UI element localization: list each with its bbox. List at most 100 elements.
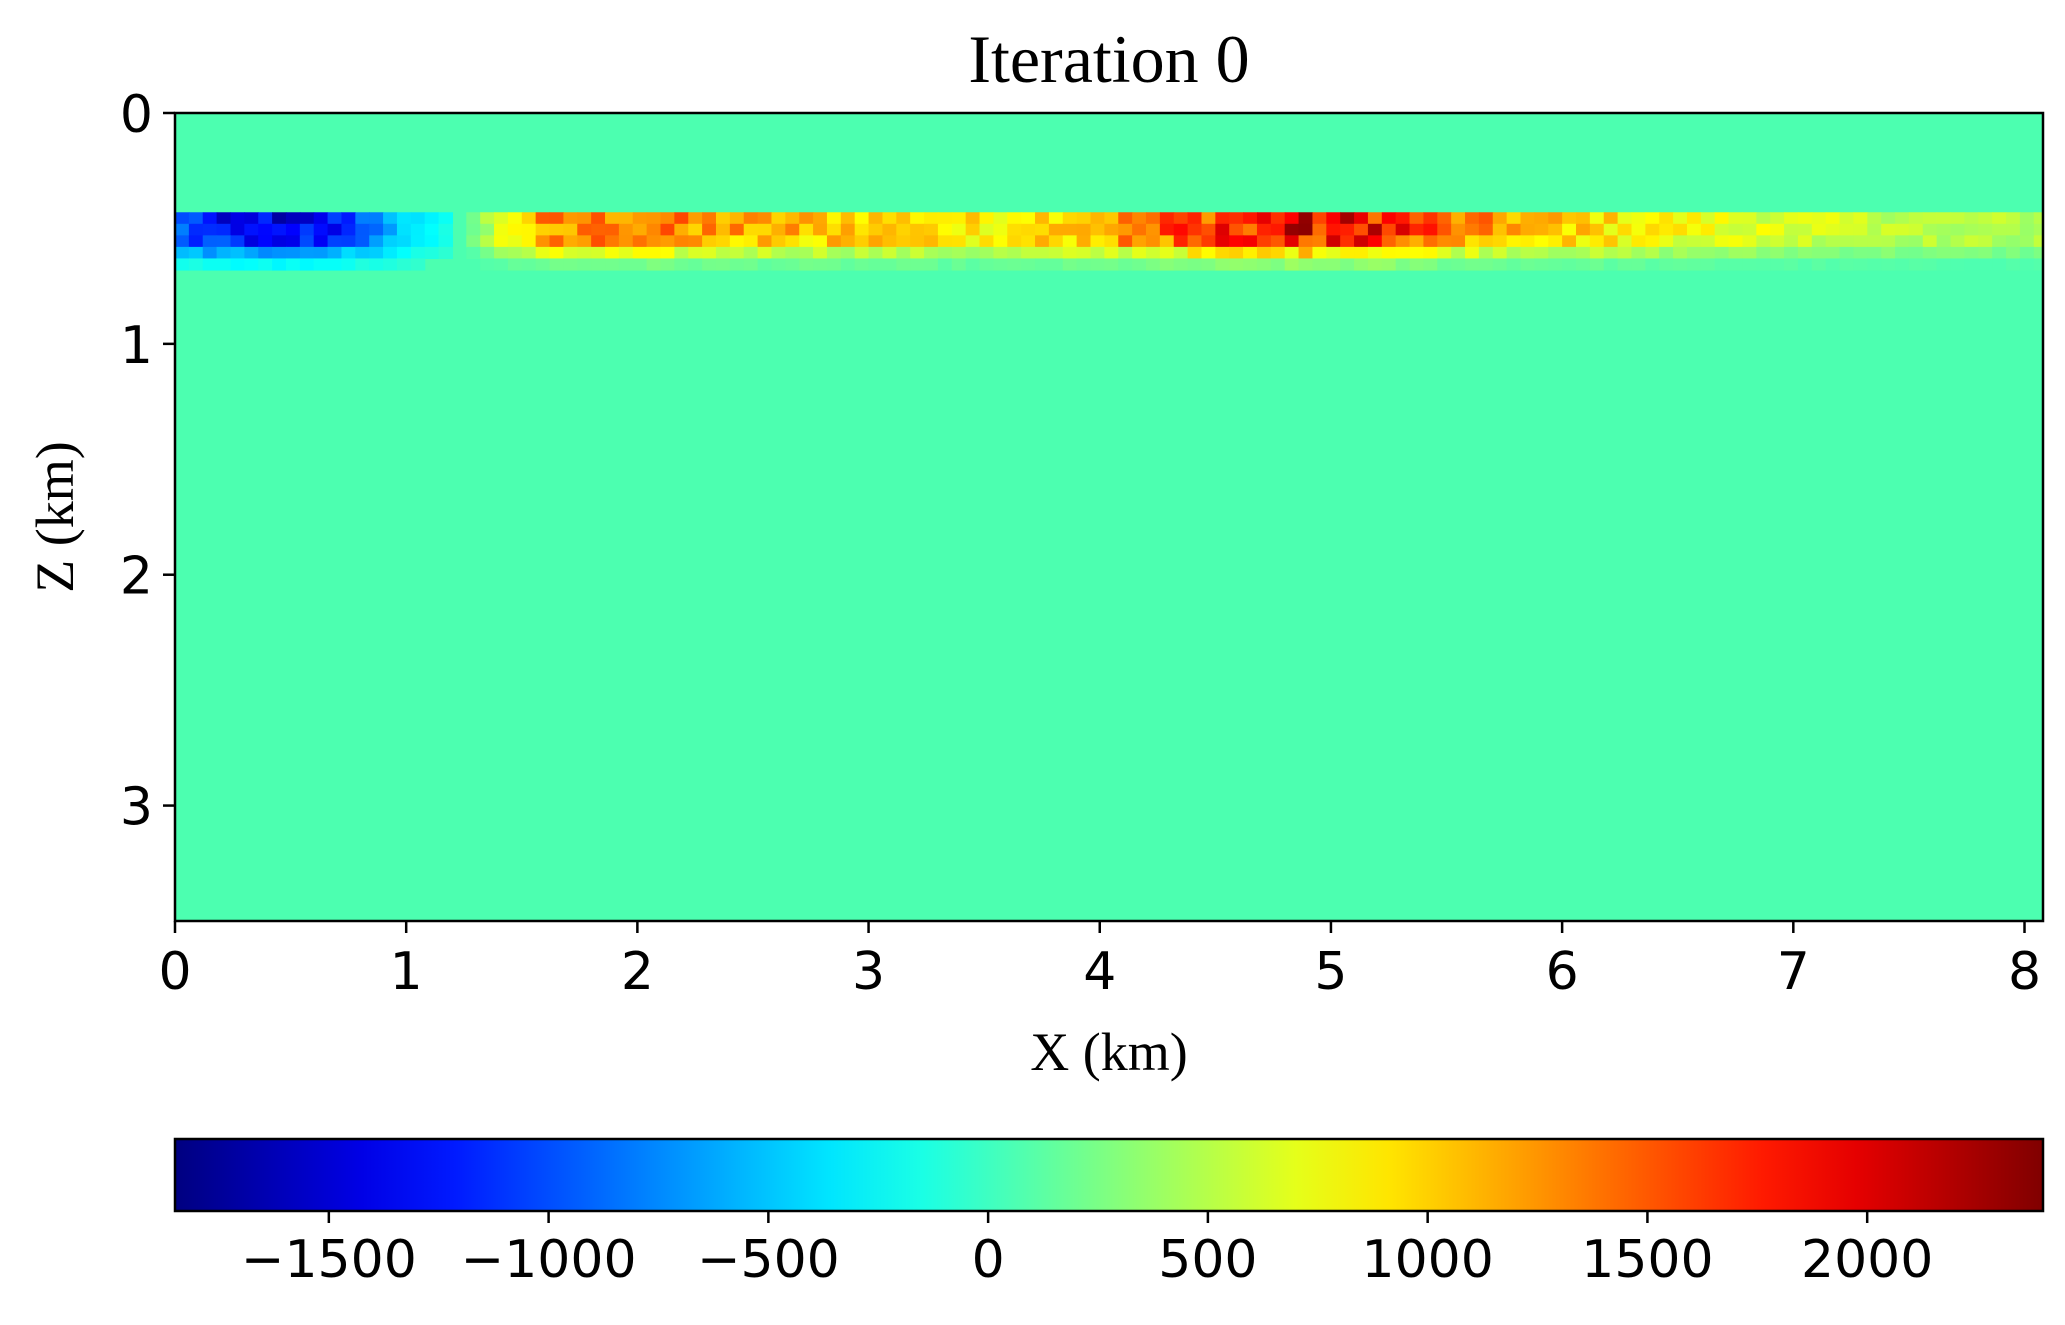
heatmap-cell [188,246,204,260]
heatmap-cell [1548,223,1563,236]
heatmap-cell [1492,223,1508,236]
heatmap-cell [1617,212,1633,225]
heatmap-cell [480,258,495,271]
heatmap-cell [1908,212,1924,225]
colorbar-tick-label: −1000 [461,1230,637,1290]
heatmap-cell [785,235,800,248]
heatmap-cell [813,235,828,248]
heatmap-cell [1021,235,1036,248]
heatmap-cell [1548,235,1563,248]
heatmap-cell [646,246,662,260]
heatmap-cell [1742,212,1757,225]
heatmap-cell [1465,223,1480,236]
heatmap-cell [230,258,245,271]
heatmap-cell [1659,223,1674,236]
heatmap-cell [1451,258,1466,271]
heatmap-cell [1409,223,1425,236]
heatmap-cell [729,212,745,225]
heatmap-cell [688,223,703,236]
heatmap-cell [1992,246,2007,260]
heatmap-cell [854,258,870,271]
heatmap-cell [1048,223,1064,236]
heatmap-cell [1839,258,1855,271]
heatmap-cell [299,212,315,225]
heatmap-cell [1021,223,1036,236]
heatmap-cell [1215,246,1230,260]
heatmap-cell [1978,258,1993,271]
heatmap-cell [1270,246,1286,260]
heatmap-cell [757,223,773,236]
heatmap-cell [702,235,717,248]
heatmap-cell [965,223,981,236]
heatmap-cell [1811,258,1827,271]
heatmap-cell [868,212,884,225]
heatmap-cell [951,246,967,260]
heatmap-cell [369,235,384,248]
x-tick-label: 8 [2008,942,2041,1002]
heatmap-cell [1340,258,1355,271]
heatmap-cell [1908,223,1924,236]
heatmap-cell [1118,235,1133,248]
heatmap-cell [937,246,953,260]
heatmap-cell [1048,258,1064,271]
heatmap-cell [1312,223,1327,236]
heatmap-cell [1451,235,1466,248]
heatmap-cell [632,223,648,236]
heatmap-cell [313,212,329,225]
heatmap-cell [2019,212,2035,225]
heatmap-cell [521,246,537,260]
heatmap-cell [1021,246,1036,260]
heatmap-cell [1340,212,1355,225]
heatmap-cell [244,246,259,260]
heatmap-cell [244,223,259,236]
heatmap-cell [396,258,412,271]
heatmap-cell [563,212,578,225]
heatmap-cell [979,235,994,248]
heatmap-cell [1784,246,1799,260]
heatmap-cell [1367,246,1383,260]
heatmap-cell [993,235,1008,248]
heatmap-cell [1159,258,1175,271]
x-tick-label: 1 [390,942,423,1002]
heatmap-cell [813,246,828,260]
y-tick-label: 0 [120,85,153,145]
heatmap-cell [272,235,287,248]
heatmap-cell [1132,212,1147,225]
heatmap-cell [396,235,412,248]
heatmap-cell [854,212,870,225]
heatmap-cell [577,235,592,248]
heatmap-cell [230,223,245,236]
heatmap-cell [1229,223,1244,236]
heatmap-cell [1589,212,1605,225]
heatmap-cell [1256,223,1272,236]
heatmap-cell [1936,212,1952,225]
chart-title: Iteration 0 [968,21,1249,97]
heatmap-cell [1270,223,1286,236]
heatmap-cell [1090,258,1105,271]
heatmap-cell [1659,212,1674,225]
heatmap-cell [1284,235,1300,248]
heatmap-cell [1104,235,1119,248]
heatmap-cell [424,223,440,236]
heatmap-cell [965,258,981,271]
y-axis-label: Z (km) [25,441,85,592]
heatmap-cell [1284,258,1300,271]
heatmap-cell [951,235,967,248]
heatmap-cell [1659,258,1674,271]
heatmap-cell [1645,235,1660,248]
heatmap-cell [618,258,634,271]
heatmap-cell [507,212,523,225]
heatmap-cell [1256,258,1272,271]
heatmap-cell [535,212,551,225]
heatmap-cell [1562,258,1577,271]
heatmap-cell [688,258,703,271]
heatmap-cell [632,235,648,248]
heatmap-cell [1534,223,1549,236]
heatmap-cell [1881,258,1896,271]
heatmap-cell [1797,223,1813,236]
heatmap-cell [605,235,620,248]
heatmap-cell [1784,212,1799,225]
heatmap-cell [2006,223,2021,236]
heatmap-cell [410,235,426,248]
heatmap-cell [244,235,259,248]
